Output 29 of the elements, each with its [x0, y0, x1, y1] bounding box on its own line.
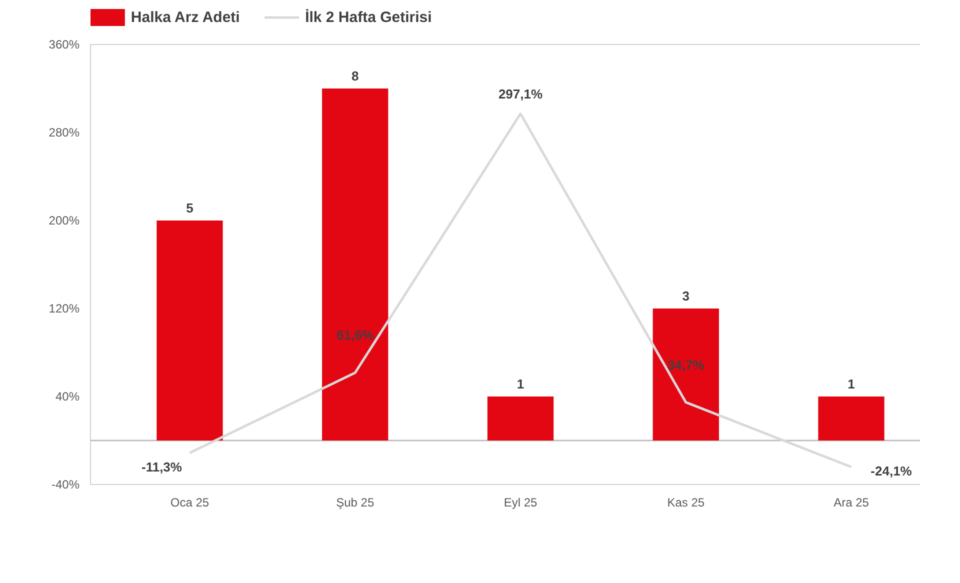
legend-label: İlk 2 Hafta Getirisi [305, 9, 432, 26]
data-label: 3 [682, 288, 690, 304]
bar [652, 308, 719, 440]
bar [487, 396, 554, 440]
x-tick-label: Kas 25 [667, 496, 705, 510]
data-label: 297,1% [498, 86, 543, 102]
y-tick-label: 360% [48, 38, 80, 52]
x-tick-label: Şub 25 [336, 496, 374, 510]
y-tick-label: 280% [48, 126, 80, 140]
bar [818, 396, 884, 440]
line-series [188, 112, 853, 468]
bar [156, 220, 223, 440]
data-label: 1 [848, 376, 855, 392]
x-tick-label: Ara 25 [834, 496, 870, 510]
data-label: 61,6% [336, 328, 374, 343]
data-label: 1 [516, 376, 524, 392]
data-label: 5 [186, 200, 194, 216]
legend-label: Halka Arz Adeti [130, 9, 240, 26]
y-tick-label: 200% [48, 214, 80, 228]
data-label: -11,3% [141, 459, 182, 474]
x-tick-label: Eyl 25 [504, 496, 538, 510]
data-label: 8 [352, 68, 359, 84]
y-tick-label: 120% [48, 302, 80, 316]
y-tick-label: -40% [51, 478, 80, 492]
x-tick-label: Oca 25 [170, 496, 210, 510]
data-label: 34,7% [667, 357, 705, 372]
y-tick-label: 40% [55, 390, 80, 404]
data-label: -24,1% [870, 464, 912, 479]
bar [322, 88, 388, 440]
